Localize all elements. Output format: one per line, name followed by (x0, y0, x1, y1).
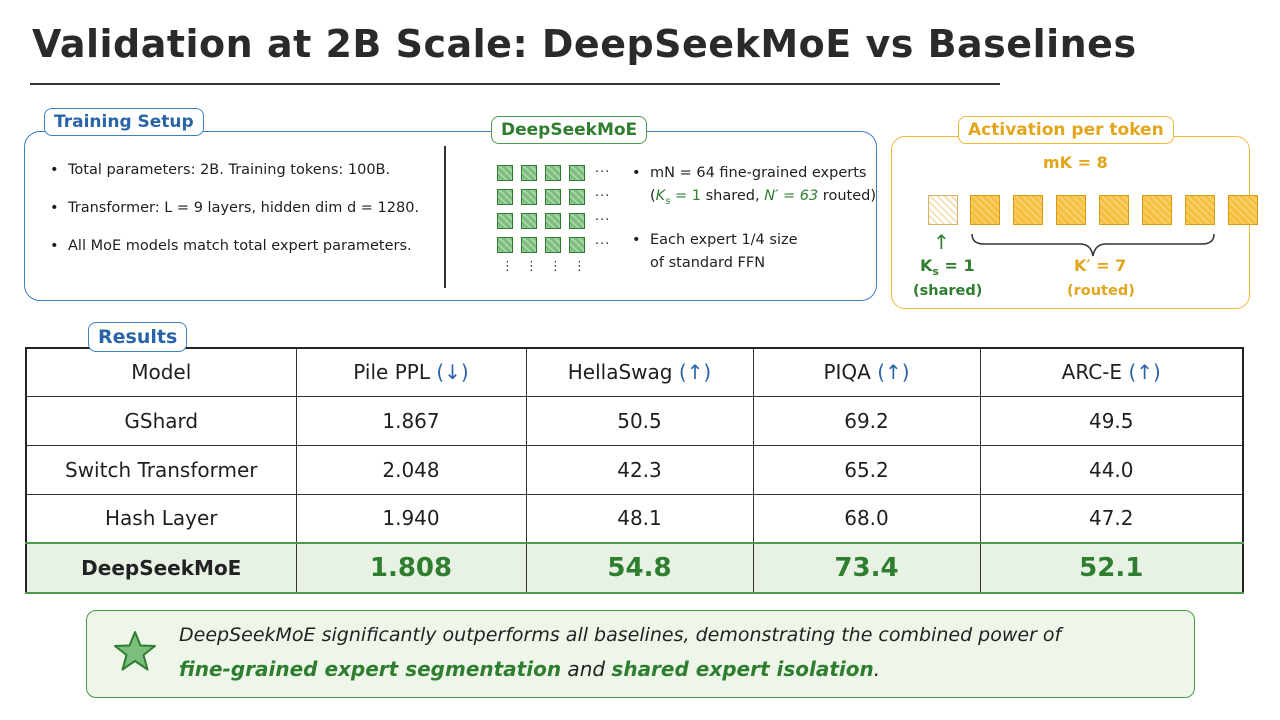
setup-panel (24, 131, 877, 301)
value-cell: 1.940 (295, 493, 527, 544)
table-header-row: Model Pile PPL (↓) HellaSwag (↑) PIQA (↑… (25, 347, 1244, 397)
routed-label: (routed) (1067, 283, 1135, 299)
col-header: Model (25, 347, 297, 397)
highlight-segmentation: fine-grained expert segmentation (179, 657, 562, 681)
best-value-cell: 73.4 (752, 542, 981, 594)
col-header: Pile PPL (↓) (295, 347, 527, 397)
model-cell: Hash Layer (25, 493, 297, 544)
setup-bullet: Transformer: L = 9 layers, hidden dim d … (50, 200, 419, 238)
shared-expert-box (928, 195, 958, 225)
highlight-isolation: shared expert isolation (611, 657, 874, 681)
expert-cell (545, 237, 561, 253)
routed-expert-box (1099, 195, 1129, 225)
ellipsis-v: ⋮ (525, 259, 538, 274)
expert-cell (497, 213, 513, 229)
expert-cell (521, 165, 537, 181)
expert-cell (497, 237, 513, 253)
brace-icon (971, 233, 1215, 257)
activation-tag: Activation per token (958, 116, 1174, 144)
ellipsis-h: ··· (595, 165, 611, 180)
conclusion-line1: DeepSeekMoE significantly outperforms al… (179, 624, 1062, 646)
ellipsis-v: ⋮ (549, 259, 562, 274)
arrow-up-icon: ↑ (933, 230, 950, 254)
ellipsis-v: ⋮ (501, 259, 514, 274)
value-cell: 42.3 (525, 444, 754, 495)
setup-bullet: All MoE models match total expert parame… (50, 238, 419, 276)
routed-expert-box (1228, 195, 1258, 225)
model-cell: Switch Transformer (25, 444, 297, 495)
results-table: Model Pile PPL (↓) HellaSwag (↑) PIQA (↑… (25, 347, 1244, 594)
title-underline (30, 83, 1000, 85)
value-cell: 48.1 (525, 493, 754, 544)
page-title: Validation at 2B Scale: DeepSeekMoE vs B… (32, 22, 1137, 66)
expert-cell (569, 165, 585, 181)
expert-cell (521, 189, 537, 205)
col-header: PIQA (↑) (752, 347, 981, 397)
best-model-cell: DeepSeekMoE (25, 542, 297, 594)
expert-cell (545, 165, 561, 181)
expert-size-line1: Each expert 1/4 size (650, 231, 798, 248)
kprime-label: K′ = 7 (1074, 256, 1127, 275)
routed-expert-box (1142, 195, 1172, 225)
value-cell: 50.5 (525, 395, 754, 446)
setup-bullets: Total parameters: 2B. Training tokens: 1… (50, 162, 419, 276)
setup-bullet: Total parameters: 2B. Training tokens: 1… (50, 162, 419, 200)
routed-expert-box (1013, 195, 1043, 225)
expert-cell (569, 237, 585, 253)
value-cell: 68.0 (752, 493, 981, 544)
ellipsis-v: ⋮ (573, 259, 586, 274)
value-cell: 47.2 (979, 493, 1244, 544)
training-setup-tag: Training Setup (44, 108, 204, 136)
routed-expert-box (1056, 195, 1086, 225)
expert-cell (521, 237, 537, 253)
ellipsis-h: ··· (595, 237, 611, 252)
experts-bullet: mN = 64 fine-grained experts (Ks = 1 sha… (632, 162, 876, 213)
deepseekmoe-tag: DeepSeekMoE (491, 116, 648, 144)
routed-expert-box (1185, 195, 1215, 225)
ellipsis-h: ··· (595, 189, 611, 204)
expert-cell (569, 213, 585, 229)
expert-cell (545, 189, 561, 205)
value-cell: 65.2 (752, 444, 981, 495)
expert-size-bullet: Each expert 1/4 size of standard FFN (632, 229, 876, 275)
model-cell: GShard (25, 395, 297, 446)
experts-line1: mN = 64 fine-grained experts (650, 165, 867, 181)
ks-label: Ks = 1 (920, 256, 975, 279)
best-row: DeepSeekMoE 1.808 54.8 73.4 52.1 (25, 542, 1244, 594)
table-row: Switch Transformer 2.048 42.3 65.2 44.0 (25, 444, 1244, 495)
expert-cell (521, 213, 537, 229)
value-cell: 1.867 (295, 395, 527, 446)
expert-size-line2: of standard FFN (650, 254, 766, 271)
deepseekmoe-bullets: mN = 64 fine-grained experts (Ks = 1 sha… (632, 162, 876, 291)
mk-label: mK = 8 (1043, 153, 1108, 172)
col-header: ARC-E (↑) (979, 347, 1244, 397)
star-icon (114, 631, 156, 671)
best-value-cell: 54.8 (525, 542, 754, 594)
best-value-cell: 1.808 (295, 542, 527, 594)
best-value-cell: 52.1 (979, 542, 1244, 594)
expert-cell (497, 165, 513, 181)
experts-line2: (Ks = 1 shared, N′ = 63 routed) (650, 188, 876, 207)
results-tag: Results (88, 322, 188, 352)
panel-divider (444, 146, 446, 288)
expert-cell (569, 189, 585, 205)
conclusion-box (86, 610, 1195, 698)
table-row: GShard 1.867 50.5 69.2 49.5 (25, 395, 1244, 446)
value-cell: 49.5 (979, 395, 1244, 446)
expert-grid: ··· ··· ··· ··· ⋮ ⋮ ⋮ ⋮ (497, 165, 617, 280)
expert-cell (545, 213, 561, 229)
ellipsis-h: ··· (595, 213, 611, 228)
table-row: Hash Layer 1.940 48.1 68.0 47.2 (25, 493, 1244, 544)
shared-label: (shared) (913, 283, 983, 299)
conclusion-line2: fine-grained expert segmentation and sha… (179, 657, 881, 681)
expert-cell (497, 189, 513, 205)
value-cell: 69.2 (752, 395, 981, 446)
value-cell: 44.0 (979, 444, 1244, 495)
value-cell: 2.048 (295, 444, 527, 495)
routed-expert-box (970, 195, 1000, 225)
col-header: HellaSwag (↑) (525, 347, 754, 397)
